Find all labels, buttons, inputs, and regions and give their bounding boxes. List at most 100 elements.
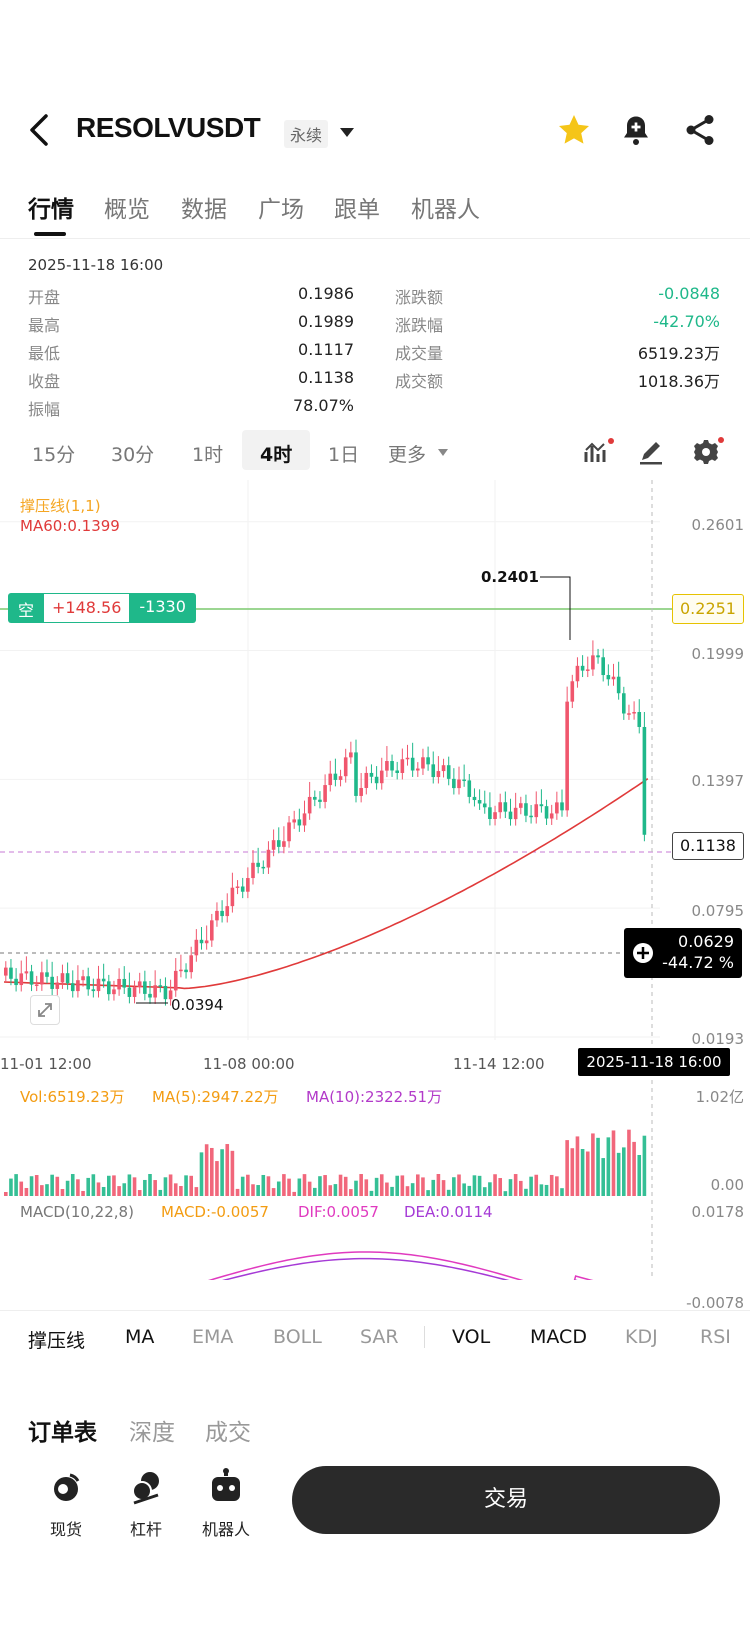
volume-bar (513, 1174, 518, 1196)
stat-label: 收盘 (28, 372, 61, 391)
volume-bar (86, 1177, 90, 1196)
volume-bar (173, 1183, 178, 1196)
indicator-chart-icon[interactable] (582, 436, 614, 468)
volume-bar (493, 1174, 497, 1196)
star-icon[interactable] (556, 112, 592, 148)
back-arrow-icon[interactable] (24, 110, 54, 150)
divider (424, 1326, 425, 1348)
volume-bar (256, 1185, 260, 1196)
interval-1d[interactable]: 1日 (328, 444, 360, 466)
candle-body (354, 752, 358, 796)
kline-chart[interactable] (0, 480, 750, 1280)
stat-value: 0.1138 (298, 368, 354, 387)
stat-value: -42.70% (653, 312, 720, 331)
tab-trades[interactable]: 成交 (205, 1420, 251, 1446)
volume-bar (637, 1154, 642, 1196)
volume-bar (395, 1175, 399, 1196)
interval-more[interactable]: 更多 (388, 444, 427, 466)
candle-body (65, 973, 70, 984)
volume-bar (230, 1150, 235, 1196)
draw-pen-icon[interactable] (636, 436, 668, 468)
leverage-icon[interactable] (126, 1467, 166, 1507)
volume-bar (122, 1183, 127, 1196)
candle-body (431, 764, 436, 778)
tab-market[interactable]: 行情 (28, 197, 74, 223)
crosshair-price-tag[interactable]: 0.0629 -44.72 % (624, 928, 742, 978)
indicator-vol[interactable]: VOL (452, 1326, 491, 1348)
indicator-macd[interactable]: MACD (530, 1326, 587, 1348)
stat-label: 最高 (28, 316, 61, 335)
bell-add-icon[interactable] (618, 112, 654, 148)
volume-bar (529, 1176, 533, 1196)
candle-body (560, 802, 564, 811)
volume-bar (24, 1187, 29, 1196)
volume-bar (9, 1178, 13, 1196)
candle-body (477, 800, 482, 804)
candle-body (529, 815, 533, 818)
gear-icon[interactable] (690, 436, 724, 468)
share-icon[interactable] (682, 112, 718, 148)
interval-4h[interactable]: 4时 (260, 444, 293, 466)
candle-body (70, 983, 75, 992)
spot-icon[interactable] (46, 1467, 86, 1507)
tab-overview[interactable]: 概览 (104, 197, 150, 223)
interval-30m[interactable]: 30分 (111, 444, 155, 466)
candle-body (302, 813, 307, 826)
tab-copy-trading[interactable]: 跟单 (334, 197, 380, 223)
volume-bar (184, 1175, 188, 1196)
tab-depth[interactable]: 深度 (129, 1420, 175, 1446)
stat-value: 0.1989 (298, 312, 354, 331)
candle-body (45, 972, 49, 977)
candle-body (575, 665, 580, 682)
tab-bots[interactable]: 机器人 (411, 197, 480, 223)
robot-icon[interactable] (206, 1467, 246, 1507)
candle-body (421, 757, 425, 769)
robot-label[interactable]: 机器人 (201, 1520, 250, 1539)
indicator-kdj[interactable]: KDJ (625, 1326, 658, 1348)
volume-bar (40, 1185, 44, 1196)
volume-bar (410, 1183, 415, 1196)
candle-body (591, 655, 595, 670)
volume-bar (163, 1177, 168, 1196)
stat-value: 0.1986 (298, 284, 354, 303)
stat-label: 成交量 (395, 344, 444, 363)
leverage-label[interactable]: 杠杆 (129, 1520, 162, 1539)
interval-1h[interactable]: 1时 (192, 444, 224, 466)
expand-icon[interactable] (30, 995, 60, 1025)
macd-name: MACD(10,22,8) (20, 1203, 134, 1221)
volume-bar (580, 1149, 585, 1196)
tab-order-book[interactable]: 订单表 (28, 1420, 97, 1446)
candle-body (493, 812, 497, 819)
indicator-rsi[interactable]: RSI (700, 1326, 731, 1348)
volume-bar (302, 1174, 307, 1196)
indicator-ma[interactable]: MA (125, 1326, 155, 1348)
indicator-sar[interactable]: SAR (360, 1326, 399, 1348)
volume-bar (416, 1174, 420, 1196)
candle-body (570, 681, 575, 702)
interval-15m[interactable]: 15分 (32, 444, 76, 466)
plus-circle-icon[interactable] (632, 942, 654, 964)
spot-label[interactable]: 现货 (49, 1520, 82, 1539)
volume-bar (591, 1133, 595, 1196)
trade-button[interactable]: 交易 (292, 1466, 720, 1534)
candle-body (379, 770, 384, 784)
candle-body (282, 841, 286, 847)
position-tag[interactable]: 空 +148.56 -1330 (8, 593, 196, 623)
candle-body (132, 987, 137, 997)
symbol-dropdown-icon[interactable] (340, 128, 354, 137)
tab-data[interactable]: 数据 (181, 197, 227, 223)
indicator-support[interactable]: 撑压线 (28, 1330, 86, 1352)
candle-body (266, 849, 271, 868)
volume-bar (143, 1179, 147, 1196)
volume-bar (477, 1175, 482, 1196)
candle-body (555, 802, 559, 814)
indicator-boll[interactable]: BOLL (273, 1326, 322, 1348)
candle-body (405, 757, 410, 760)
x-tick: 11-01 12:00 (0, 1055, 92, 1073)
symbol-title[interactable]: RESOLVUSDT (76, 112, 261, 143)
indicator-ema[interactable]: EMA (192, 1326, 234, 1348)
candle-body (107, 981, 111, 995)
candle-body (637, 712, 642, 727)
candle-body (328, 773, 333, 786)
tab-square[interactable]: 广场 (258, 197, 304, 223)
